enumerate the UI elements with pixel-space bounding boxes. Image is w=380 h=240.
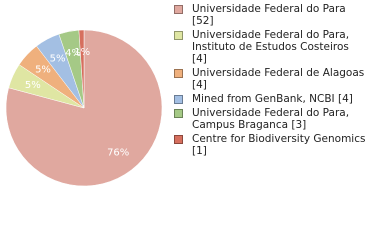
legend-label: Mined from GenBank, NCBI [4] [192, 93, 353, 105]
pie-slice [78, 29, 85, 109]
legend-swatch [174, 69, 183, 78]
slice-label: 1% [74, 47, 90, 58]
legend-swatch [174, 109, 183, 118]
slice-label: 4% [65, 48, 81, 59]
legend-item: Centre for Biodiversity Genomics [1] [174, 133, 367, 157]
legend-label: Universidade Federal de Alagoas [4] [192, 67, 365, 91]
legend-label: Universidade Federal do Para, Instituto … [192, 29, 350, 65]
slice-label: 5% [50, 53, 66, 64]
legend-item: Universidade Federal do Para [52] [174, 3, 367, 27]
legend-item: Universidade Federal do Para, Instituto … [174, 29, 367, 65]
slice-label: 5% [25, 80, 41, 91]
legend: Universidade Federal do Para [52] Univers… [174, 3, 374, 159]
legend-item: Universidade Federal de Alagoas [4] [174, 67, 367, 91]
legend-label: Universidade Federal do Para, Campus Bra… [192, 107, 350, 131]
legend-item: Universidade Federal do Para, Campus Bra… [174, 107, 367, 131]
slice-label: 5% [35, 65, 51, 76]
legend-swatch [174, 5, 183, 14]
legend-label: Universidade Federal do Para [52] [192, 3, 346, 27]
legend-item: Mined from GenBank, NCBI [4] [174, 93, 367, 105]
legend-label: Centre for Biodiversity Genomics [1] [192, 133, 366, 157]
slice-label: 76% [107, 148, 129, 159]
legend-swatch [174, 135, 183, 144]
legend-swatch [174, 31, 183, 40]
legend-swatch [174, 95, 183, 104]
pie-slice [5, 29, 163, 187]
